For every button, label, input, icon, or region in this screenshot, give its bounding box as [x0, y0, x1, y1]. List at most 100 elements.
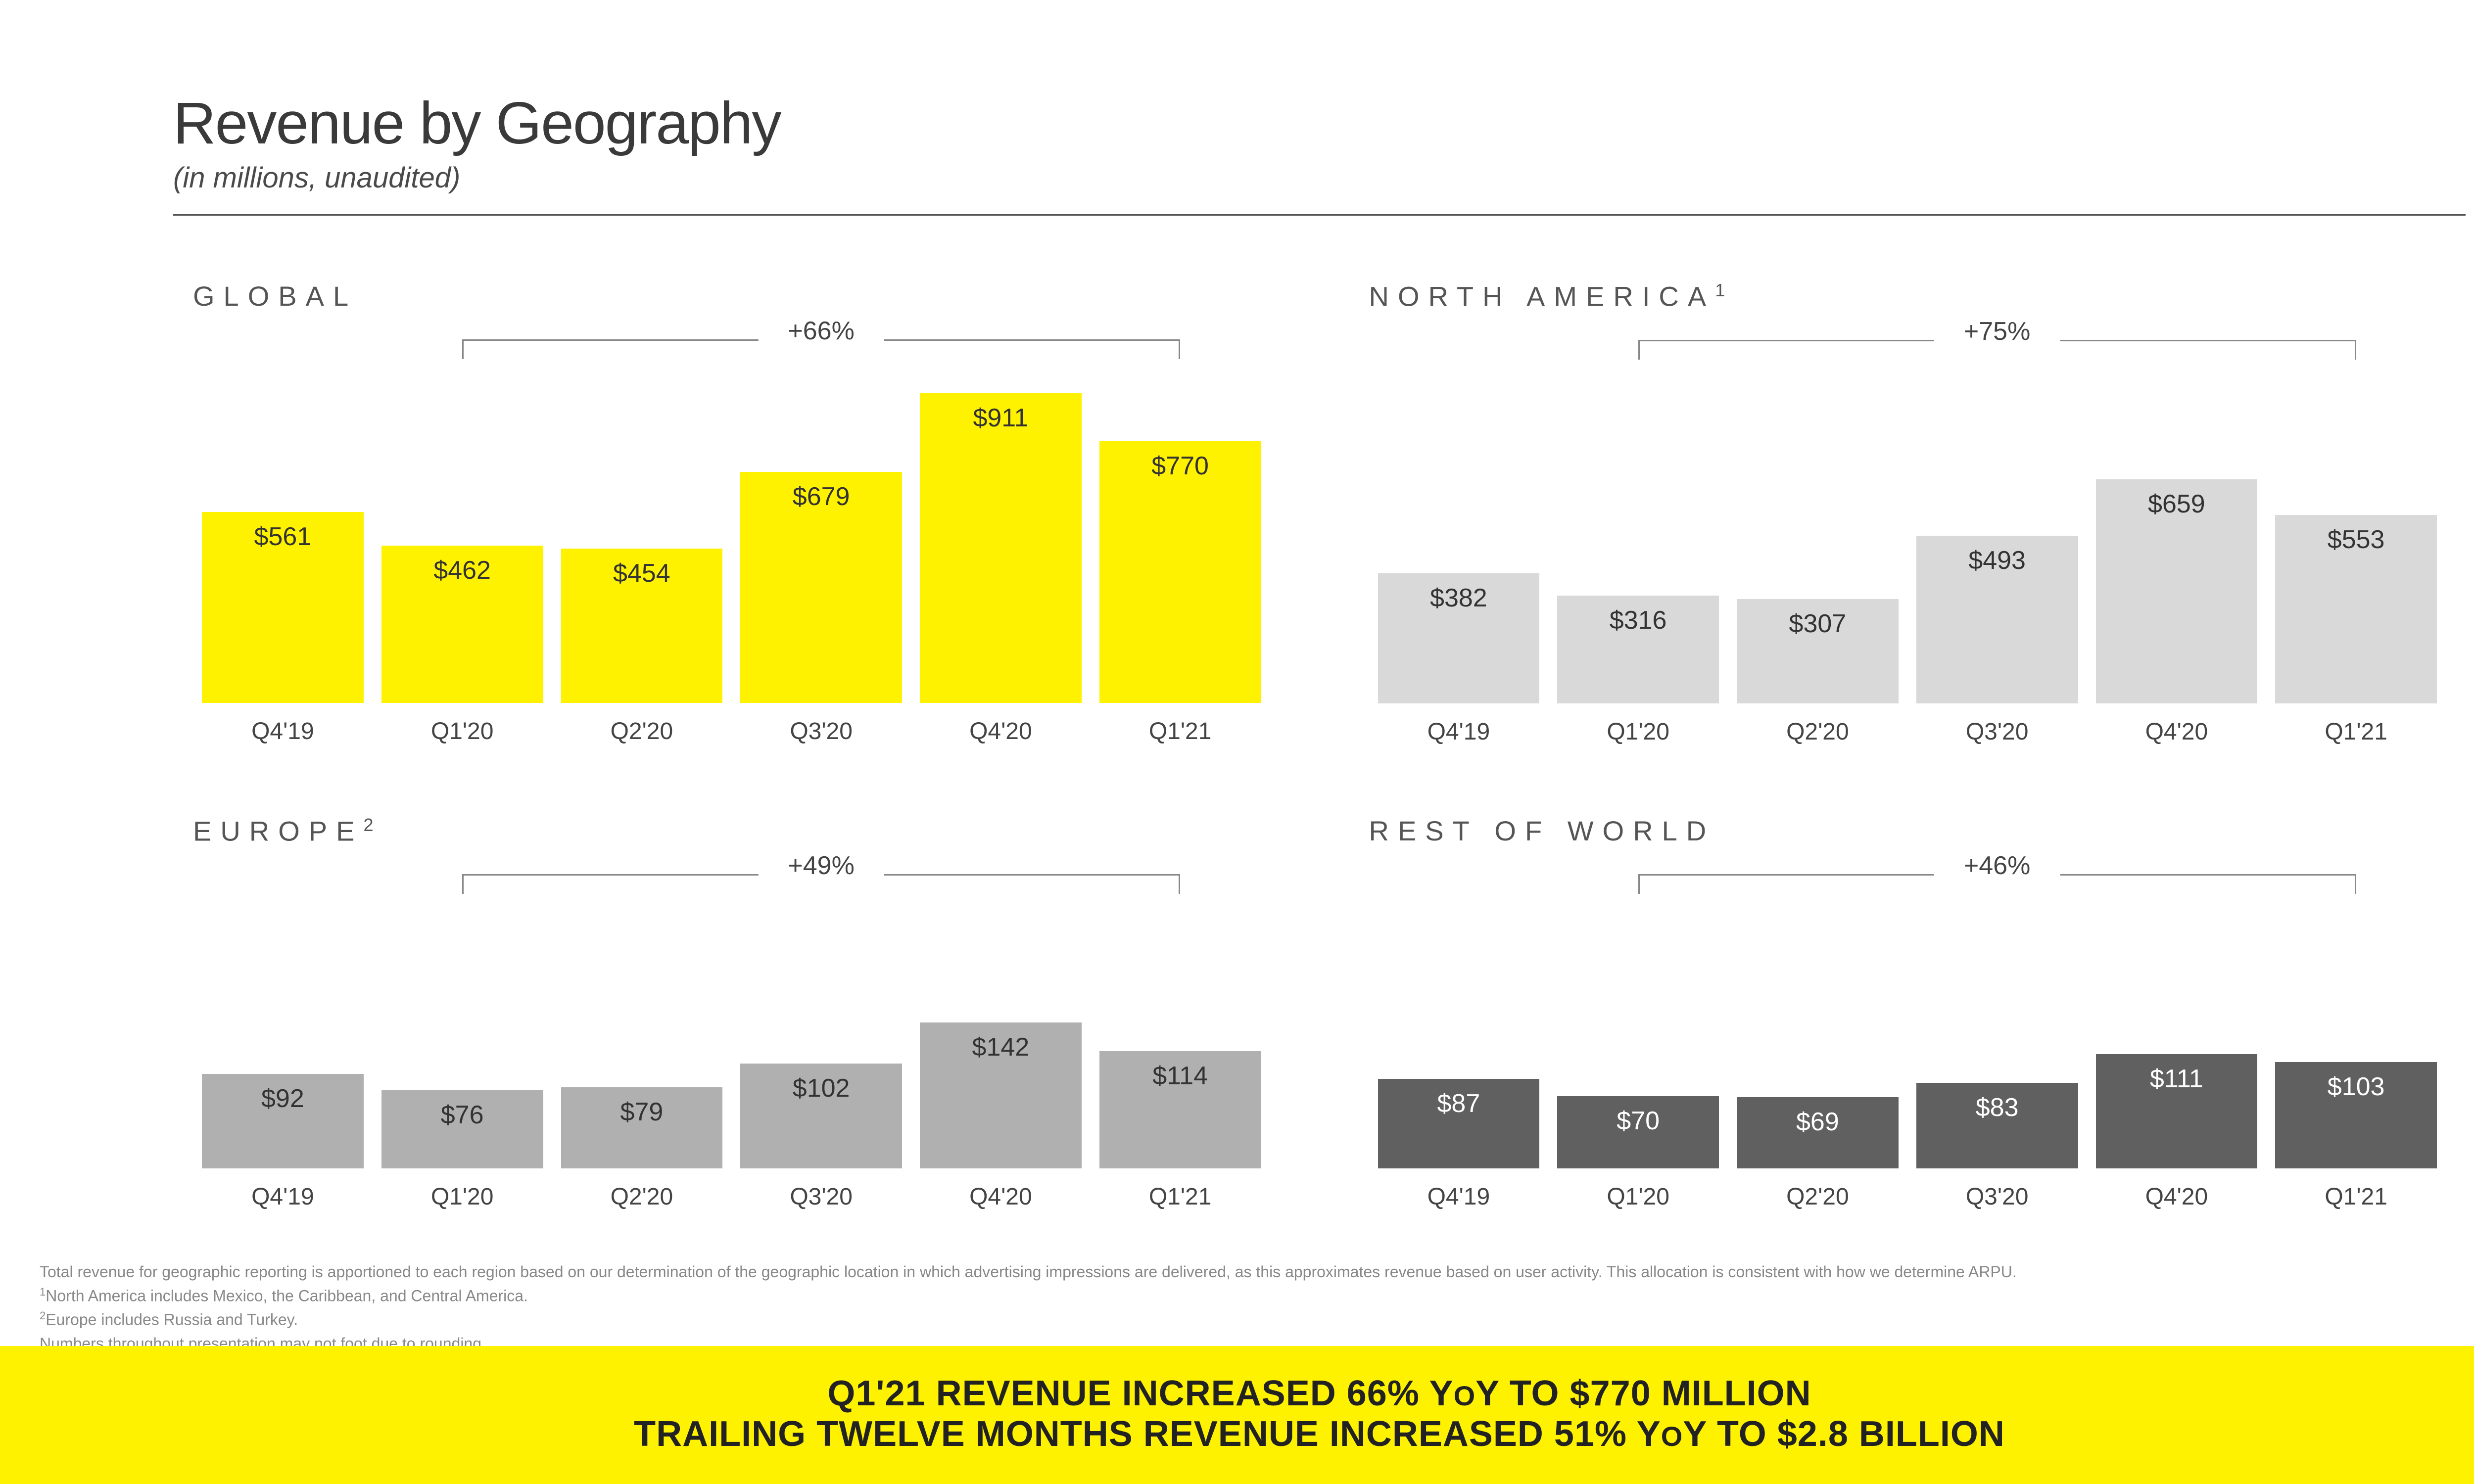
- page-subtitle: (in millions, unaudited): [173, 161, 2466, 194]
- banner-text: Y TO $2.8 BILLION: [1683, 1414, 2005, 1454]
- x-axis-label: Q3'20: [1907, 1183, 2087, 1210]
- x-axis-label: Q2'20: [1728, 1183, 1907, 1210]
- chart: REST OF WORLD+46%$87$70$69$83$111$103Q4'…: [1369, 815, 2446, 1211]
- bar-value-label: $770: [1099, 451, 1261, 481]
- x-axis-label: Q2'20: [552, 1183, 732, 1210]
- bar-column: $102: [731, 1064, 911, 1168]
- chart-title: EUROPE2: [193, 815, 1270, 847]
- x-axis-labels: Q4'19Q1'20Q2'20Q3'20Q4'20Q1'21: [193, 718, 1270, 745]
- bar: $561: [202, 512, 364, 703]
- bar-value-label: $316: [1557, 605, 1719, 635]
- bar: $770: [1099, 441, 1261, 703]
- bars-area: $92 $76 $79 $102 $142 $114: [193, 911, 1270, 1168]
- bar-value-label: $76: [381, 1100, 543, 1130]
- x-axis-label: Q4'20: [2087, 1183, 2267, 1210]
- bar-column: $382: [1369, 573, 1549, 703]
- bar-value-label: $911: [920, 403, 1082, 433]
- bar: $316: [1557, 596, 1719, 703]
- page-title: Revenue by Geography: [173, 89, 2466, 157]
- chart: EUROPE2 +49% $92 $76 $79 $102 $142 $114 Q4'19Q1'…: [193, 815, 1270, 1211]
- growth-label: +75%: [1934, 317, 2060, 346]
- x-axis-label: Q1'21: [2266, 1183, 2446, 1210]
- x-axis-label: Q4'19: [193, 718, 373, 745]
- charts-grid: GLOBAL+66%$561$462$454$679$911$770Q4'19Q…: [173, 280, 2466, 1210]
- bar-column: $79: [552, 1087, 732, 1168]
- x-axis-label: Q4'19: [193, 1183, 373, 1210]
- bar-column: $454: [552, 549, 732, 703]
- x-axis-label: Q1'21: [1091, 718, 1270, 745]
- bar: $87: [1378, 1079, 1540, 1168]
- chart-title: GLOBAL: [193, 280, 1270, 312]
- x-axis-label: Q4'19: [1369, 718, 1549, 745]
- bar-column: $76: [373, 1090, 552, 1168]
- bar-column: $659: [2087, 479, 2267, 703]
- growth-label: +46%: [1934, 851, 2060, 881]
- bar-column: $87: [1369, 1079, 1549, 1168]
- bar-value-label: $307: [1737, 609, 1899, 639]
- title-divider: [173, 214, 2466, 216]
- bar-column: $679: [731, 472, 911, 703]
- bar-value-label: $462: [381, 556, 543, 585]
- x-axis-label: Q1'21: [2266, 718, 2446, 745]
- chart: GLOBAL+66%$561$462$454$679$911$770Q4'19Q…: [193, 280, 1270, 745]
- bar-value-label: $83: [1916, 1093, 2078, 1122]
- bar-value-label: $111: [2096, 1064, 2258, 1094]
- growth-label: +66%: [758, 316, 884, 346]
- bar-value-label: $454: [561, 558, 723, 588]
- bar: $382: [1378, 573, 1540, 703]
- bars-area: $382 $316 $307 $493$659 $553: [1369, 377, 2446, 703]
- bar: $142: [920, 1022, 1082, 1168]
- bar-value-label: $69: [1737, 1107, 1899, 1137]
- bar-column: $911: [911, 393, 1091, 703]
- footnote-line: Total revenue for geographic reporting i…: [40, 1260, 2466, 1284]
- bar-value-label: $561: [202, 522, 364, 552]
- bar-column: $83: [1907, 1083, 2087, 1168]
- bar: $114: [1099, 1051, 1261, 1168]
- bar: $493: [1916, 536, 2078, 703]
- x-axis-labels: Q4'19Q1'20Q2'20Q3'20Q4'20Q1'21: [193, 1183, 1270, 1210]
- footnote-line: 2Europe includes Russia and Turkey.: [40, 1307, 2466, 1332]
- bar-column: $553: [2266, 515, 2446, 703]
- bar-column: $92: [193, 1074, 373, 1168]
- banner-text: Q1'21 REVENUE INCREASED 66% Y: [827, 1374, 1453, 1413]
- bar-column: $69: [1728, 1097, 1907, 1168]
- x-axis-label: Q4'20: [911, 718, 1091, 745]
- slide: Revenue by Geography (in millions, unaud…: [0, 0, 2474, 1210]
- x-axis-label: Q4'20: [911, 1183, 1091, 1210]
- x-axis-label: Q1'20: [1548, 1183, 1728, 1210]
- bar: $79: [561, 1087, 723, 1168]
- x-axis-label: Q2'20: [552, 718, 732, 745]
- x-axis-label: Q3'20: [731, 1183, 911, 1210]
- bar-value-label: $79: [561, 1097, 723, 1127]
- banner-text: Y TO $770 MILLION: [1475, 1374, 1811, 1413]
- bar-value-label: $114: [1099, 1061, 1261, 1091]
- growth-bracket: +75%: [1369, 323, 2446, 367]
- bar-column: $770: [1091, 441, 1270, 703]
- footnotes: Total revenue for geographic reporting i…: [40, 1260, 2466, 1355]
- bar: $659: [2096, 479, 2258, 703]
- bar-column: $142: [911, 1022, 1091, 1168]
- bar-value-label: $102: [740, 1073, 902, 1103]
- growth-label: +49%: [758, 851, 884, 881]
- bars-area: $87$70$69$83$111$103: [1369, 911, 2446, 1168]
- bar: $111: [2096, 1054, 2258, 1168]
- x-axis-labels: Q4'19Q1'20Q2'20Q3'20Q4'20Q1'21: [1369, 718, 2446, 745]
- bar-column: $462: [373, 546, 552, 703]
- banner-text: O: [1454, 1380, 1476, 1411]
- bar: $553: [2275, 515, 2437, 703]
- chart-title: NORTH AMERICA1: [1369, 280, 2446, 313]
- bar-column: $561: [193, 512, 373, 703]
- bar-column: $307: [1728, 599, 1907, 703]
- banner-text: O: [1661, 1421, 1683, 1452]
- bar: $69: [1737, 1097, 1899, 1168]
- bar-value-label: $553: [2275, 525, 2437, 555]
- bar: $462: [381, 546, 543, 703]
- bar-value-label: $142: [920, 1032, 1082, 1062]
- bar-value-label: $382: [1378, 583, 1540, 613]
- x-axis-label: Q1'20: [373, 718, 552, 745]
- x-axis-labels: Q4'19Q1'20Q2'20Q3'20Q4'20Q1'21: [1369, 1183, 2446, 1210]
- x-axis-label: Q1'20: [373, 1183, 552, 1210]
- banner-line-1: Q1'21 REVENUE INCREASED 66% YOY TO $770 …: [0, 1373, 2474, 1414]
- highlight-banner: Q1'21 REVENUE INCREASED 66% YOY TO $770 …: [0, 1346, 2474, 1484]
- bar: $102: [740, 1064, 902, 1168]
